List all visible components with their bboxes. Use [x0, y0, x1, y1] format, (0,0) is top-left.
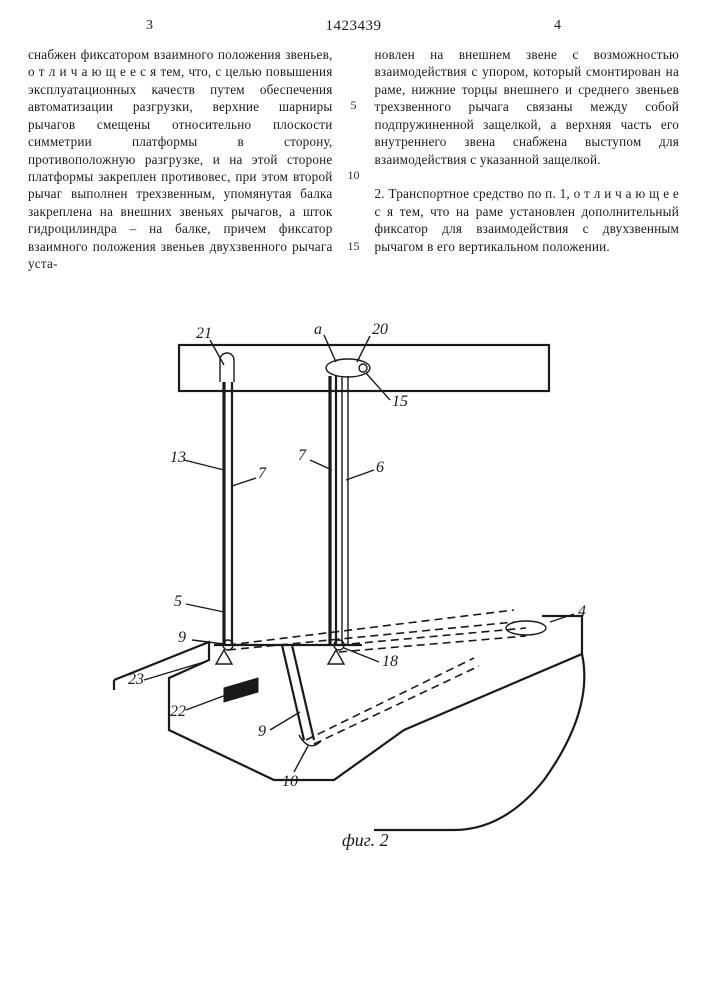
leader-15 — [366, 373, 390, 400]
page-root: 3 1423439 4 5 10 15 снабжен фиксатором в… — [0, 0, 707, 1000]
leader-5 — [186, 604, 224, 612]
figure-2-svg: 21 а 20 15 13 7 7 6 5 9 18 23 22 9 10 4 … — [74, 310, 634, 870]
tilted-link-2 — [314, 666, 479, 744]
line-number-15: 15 — [348, 239, 360, 254]
hinge-slot-20 — [326, 359, 370, 377]
header: 3 1423439 4 — [28, 18, 679, 40]
figure-2-wrap: 21 а 20 15 13 7 7 6 5 9 18 23 22 9 10 4 … — [28, 310, 679, 870]
label-6: 6 — [376, 459, 384, 476]
claims-text-right-p2: 2. Транспортное средство по п. 1, о т л … — [375, 186, 680, 253]
leader-10 — [294, 746, 308, 772]
label-a: а — [314, 321, 322, 338]
label-22: 22 — [170, 703, 186, 720]
leader-18 — [344, 648, 379, 662]
claims-text-right-p1: новлен на внешнем звене с возможностью в… — [375, 47, 680, 167]
link-to-10-a — [282, 645, 304, 740]
leader-13 — [184, 460, 224, 470]
label-23: 23 — [128, 671, 144, 688]
tilted-lever-1 — [228, 610, 514, 645]
leader-7a — [232, 478, 256, 486]
leader-20 — [357, 336, 370, 362]
claims-text-left: снабжен фиксатором взаимного положения з… — [28, 47, 333, 271]
label-4: 4 — [578, 603, 586, 620]
tilted-link-1 — [306, 658, 474, 740]
column-left: снабжен фиксатором взаимного положения з… — [28, 46, 333, 272]
leader-9b — [270, 712, 300, 730]
label-7b: 7 — [298, 447, 307, 464]
label-13: 13 — [170, 449, 186, 466]
pin-15 — [359, 364, 367, 372]
tilted-lever-4 — [339, 636, 526, 652]
label-18: 18 — [382, 653, 398, 670]
page-number-right: 4 — [554, 18, 561, 34]
line-number-10: 10 — [348, 168, 360, 183]
wedge-22 — [224, 678, 258, 702]
hinge-slot-21-top — [220, 353, 234, 360]
leader-a — [324, 335, 336, 362]
frame-outline-right — [374, 654, 584, 830]
label-20: 20 — [372, 321, 388, 338]
label-9b: 9 — [258, 723, 266, 740]
figure-caption: фиг. 2 — [342, 830, 389, 850]
label-10: 10 — [282, 773, 298, 790]
patent-number: 1423439 — [326, 18, 382, 35]
tilted-lever-2 — [228, 622, 514, 650]
leader-6 — [346, 470, 374, 480]
leader-21 — [210, 340, 224, 365]
page-number-left: 3 — [146, 18, 153, 34]
label-5: 5 — [174, 593, 182, 610]
link-to-10-b — [292, 645, 314, 740]
label-21: 21 — [196, 325, 212, 342]
label-9a: 9 — [178, 629, 186, 646]
column-right: новлен на внешнем звене с возможностью в… — [375, 46, 680, 272]
label-7a: 7 — [258, 465, 267, 482]
tilted-lever-3 — [339, 628, 526, 645]
label-15: 15 — [392, 393, 408, 410]
line-number-5: 5 — [351, 98, 357, 113]
pivot-tri-left — [216, 650, 232, 664]
